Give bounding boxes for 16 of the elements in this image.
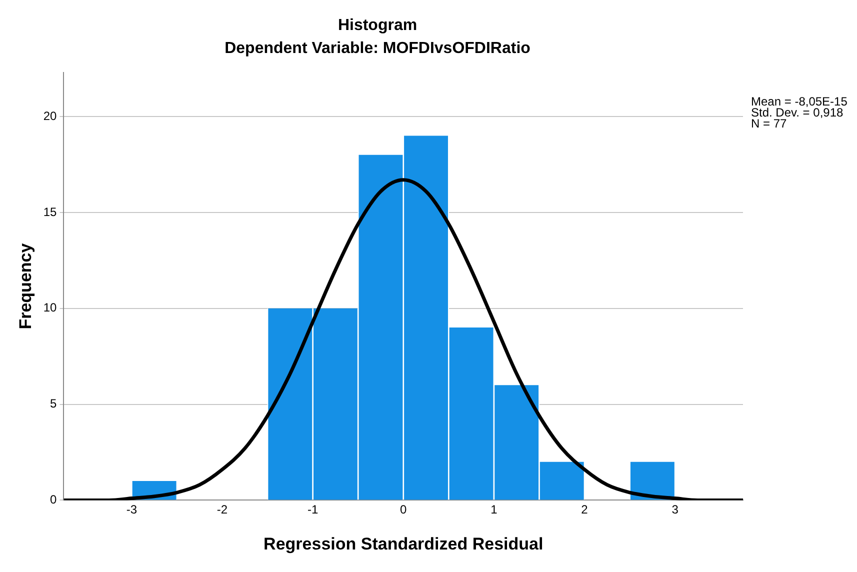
chart-subtitle: Dependent Variable: MOFDIvsOFDIRatio xyxy=(224,40,531,58)
x-tick-label: -1 xyxy=(307,502,318,517)
x-tick-label: 2 xyxy=(581,502,588,517)
x-tick-label: -2 xyxy=(216,502,228,517)
y-tick-label: 20 xyxy=(43,108,58,123)
y-tick-label: 10 xyxy=(43,300,58,315)
x-tick-label: 3 xyxy=(672,502,679,517)
y-axis-title: Frequency xyxy=(16,242,35,330)
x-axis-title: Regression Standardized Residual xyxy=(264,534,544,554)
x-tick-label: -3 xyxy=(126,502,138,517)
x-tick-label: 1 xyxy=(490,502,498,517)
chart-title: Histogram xyxy=(338,17,418,34)
y-tick-label: 0 xyxy=(50,492,58,507)
y-tick-label: 5 xyxy=(50,396,58,411)
y-tick-label: 15 xyxy=(43,204,58,219)
x-tick-label: 0 xyxy=(400,502,408,517)
